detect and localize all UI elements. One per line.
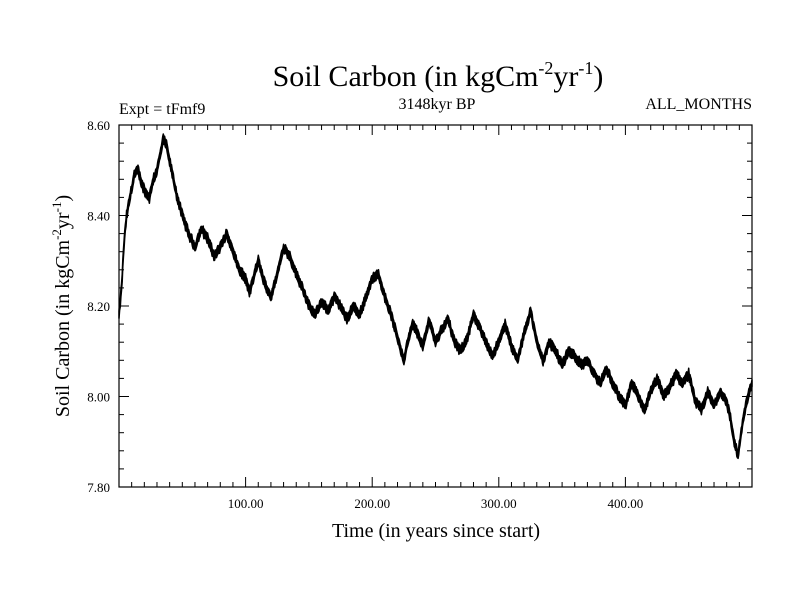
period-label: 3148kyr BP [399, 96, 476, 113]
months-label: ALL_MONTHS [645, 96, 752, 113]
y-tick-label: 8.40 [87, 209, 110, 224]
experiment-label: Expt = tFmf9 [119, 101, 205, 118]
axis-tick-labels: 100.00 200.00 300.00 400.00 7.80 8.00 8.20 8.40… [87, 118, 643, 511]
y-axis-label: Soil Carbon (in kgCm-2yr-1) [49, 195, 74, 417]
plot-frame [118, 124, 753, 488]
series-soil-carbon [118, 133, 753, 460]
axis-ticks [119, 125, 752, 487]
x-tick-label: 200.00 [354, 496, 390, 511]
y-tick-label: 7.80 [87, 480, 110, 495]
x-axis-label: Time (in years since start) [332, 520, 540, 542]
x-tick-label: 100.00 [228, 496, 264, 511]
y-tick-label: 8.60 [87, 118, 110, 133]
y-tick-label: 8.00 [87, 390, 110, 405]
x-tick-label: 400.00 [608, 496, 644, 511]
chart-title: Soil Carbon (in kgCm-2yr-1) [273, 58, 604, 93]
y-tick-label: 8.20 [87, 299, 110, 314]
x-tick-label: 300.00 [481, 496, 517, 511]
